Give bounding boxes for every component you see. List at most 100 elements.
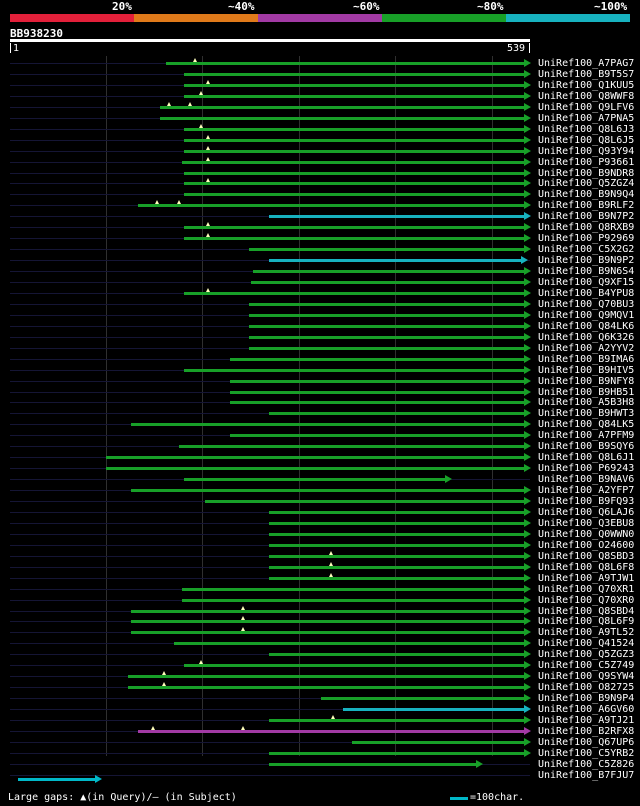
hit-bar[interactable] [249, 324, 525, 328]
hit-label[interactable]: UniRef100_B9N6S4 [538, 266, 635, 278]
hit-bar[interactable] [229, 357, 525, 361]
hit-label[interactable]: UniRef100_B9N9P2 [538, 255, 635, 267]
hit-bar[interactable] [268, 554, 525, 558]
hit-bar[interactable] [268, 762, 477, 766]
hit-label[interactable]: UniRef100_Q8L6J5 [538, 134, 635, 146]
hit-label[interactable]: UniRef100_P92969 [538, 233, 635, 245]
hit-label[interactable]: UniRef100_B9T5S7 [538, 68, 635, 80]
hit-label[interactable]: UniRef100_B9N9Q4 [538, 189, 635, 201]
hit-label[interactable]: UniRef100_C5Z749 [538, 660, 635, 672]
hit-bar[interactable] [183, 94, 525, 98]
hit-bar[interactable] [249, 248, 525, 252]
hit-label[interactable]: UniRef100_B9RLF2 [538, 200, 635, 212]
hit-label[interactable]: UniRef100_Q5ZGZ4 [538, 178, 635, 190]
hit-bar[interactable] [183, 83, 525, 87]
hit-bar[interactable] [229, 379, 525, 383]
hit-bar[interactable] [127, 675, 525, 679]
hit-label[interactable]: UniRef100_A2YYV2 [538, 342, 635, 354]
hit-bar[interactable] [174, 642, 525, 646]
hit-bar[interactable] [268, 576, 525, 580]
hit-bar[interactable] [183, 368, 525, 372]
hit-label[interactable]: UniRef100_Q9MQV1 [538, 309, 635, 321]
hit-label[interactable]: UniRef100_Q67UP6 [538, 736, 635, 748]
hit-label[interactable]: UniRef100_B9NAV6 [538, 474, 635, 486]
hit-bar[interactable] [181, 598, 525, 602]
hit-bar[interactable] [268, 532, 525, 536]
hit-label[interactable]: UniRef100_Q8WWF8 [538, 90, 635, 102]
hit-bar[interactable] [166, 62, 525, 65]
hit-bar[interactable] [130, 423, 525, 427]
hit-bar[interactable] [268, 259, 523, 263]
hit-label[interactable]: UniRef100_Q6K326 [538, 331, 635, 343]
hit-label[interactable]: UniRef100_B9NFY8 [538, 375, 635, 387]
hit-bar[interactable] [352, 740, 525, 744]
hit-bar[interactable] [183, 664, 525, 668]
hit-label[interactable]: UniRef100_Q8L6F9 [538, 616, 635, 628]
hit-bar[interactable] [268, 751, 525, 755]
hit-label[interactable]: UniRef100_P69243 [538, 463, 635, 475]
hit-label[interactable]: UniRef100_A5B3H8 [538, 397, 635, 409]
hit-label[interactable]: UniRef100_Q8L6J1 [538, 452, 635, 464]
hit-bar[interactable] [130, 620, 525, 624]
hit-bar[interactable] [249, 302, 525, 306]
hit-bar[interactable] [251, 281, 525, 284]
hit-label[interactable]: UniRef100_B9N9P4 [538, 693, 635, 705]
hit-bar[interactable] [183, 171, 525, 175]
hit-label[interactable]: UniRef100_P93661 [538, 156, 635, 168]
hit-bar[interactable] [183, 127, 525, 131]
hit-bar[interactable] [249, 335, 525, 339]
hit-label[interactable]: UniRef100_Q70BU3 [538, 298, 635, 310]
hit-label[interactable]: UniRef100_A7PFM9 [538, 430, 635, 442]
hit-label[interactable]: UniRef100_B4YPU8 [538, 287, 635, 299]
hit-label[interactable]: UniRef100_Q9LFV6 [538, 101, 635, 113]
hit-bar[interactable] [268, 565, 525, 569]
hit-bar[interactable] [249, 346, 525, 350]
hit-bar[interactable] [159, 105, 525, 109]
hit-label[interactable]: UniRef100_B9HWT3 [538, 408, 635, 420]
hit-label[interactable]: UniRef100_Q3EBU8 [538, 517, 635, 529]
hit-bar[interactable] [183, 291, 525, 295]
hit-bar[interactable] [229, 390, 525, 394]
hit-bar[interactable] [127, 686, 525, 690]
hit-bar[interactable] [268, 543, 525, 547]
hit-label[interactable]: UniRef100_B9N7P2 [538, 211, 635, 223]
hit-label[interactable]: UniRef100_B7FJU7 [538, 769, 635, 781]
hit-bar[interactable] [130, 631, 525, 635]
hit-label[interactable]: UniRef100_B9HIV5 [538, 364, 635, 376]
hit-bar[interactable] [268, 719, 525, 722]
hit-label[interactable]: UniRef100_Q93Y94 [538, 145, 635, 157]
hit-bar[interactable] [178, 445, 525, 449]
hit-bar[interactable] [183, 193, 525, 197]
hit-label[interactable]: UniRef100_Q9XF15 [538, 277, 635, 288]
hit-label[interactable]: UniRef100_A2YFP7 [538, 485, 635, 497]
hit-label[interactable]: UniRef100_Q8SBD3 [538, 550, 635, 562]
hit-label[interactable]: UniRef100_C5X2G2 [538, 244, 635, 256]
hit-label[interactable]: UniRef100_B2RFX8 [538, 725, 635, 737]
hit-label[interactable]: UniRef100_Q1KUU5 [538, 79, 635, 91]
hit-bar[interactable] [229, 401, 525, 405]
hit-label[interactable]: UniRef100_Q5ZGZ3 [538, 649, 635, 661]
hit-bar[interactable] [138, 729, 525, 733]
hit-label[interactable]: UniRef100_Q41524 [538, 638, 635, 650]
hit-label[interactable]: UniRef100_B9NDR8 [538, 167, 635, 179]
hit-bar[interactable] [268, 510, 525, 514]
hit-label[interactable]: UniRef100_B9HB51 [538, 386, 635, 398]
hit-bar[interactable] [106, 467, 525, 471]
hit-bar[interactable] [342, 708, 525, 712]
hit-label[interactable]: UniRef100_Q8SBD4 [538, 605, 635, 617]
hit-label[interactable]: UniRef100_Q9SYW4 [538, 671, 635, 683]
hit-bar[interactable] [181, 587, 525, 591]
hit-bar[interactable] [268, 215, 525, 219]
hit-label[interactable]: UniRef100_C5YRB2 [538, 747, 635, 759]
hit-label[interactable]: UniRef100_Q84LK6 [538, 320, 635, 332]
hit-bar[interactable] [159, 116, 525, 120]
hit-bar[interactable] [183, 72, 525, 76]
hit-bar[interactable] [229, 434, 525, 438]
hit-label[interactable]: UniRef100_B9IMA6 [538, 353, 635, 365]
hit-label[interactable]: UniRef100_A9TL52 [538, 627, 635, 639]
hit-bar[interactable] [183, 226, 525, 230]
hit-label[interactable]: UniRef100_O82725 [538, 682, 635, 694]
hit-label[interactable]: UniRef100_A7PAG7 [538, 58, 635, 69]
hit-bar[interactable] [183, 182, 525, 186]
hit-label[interactable]: UniRef100_O24600 [538, 539, 635, 551]
